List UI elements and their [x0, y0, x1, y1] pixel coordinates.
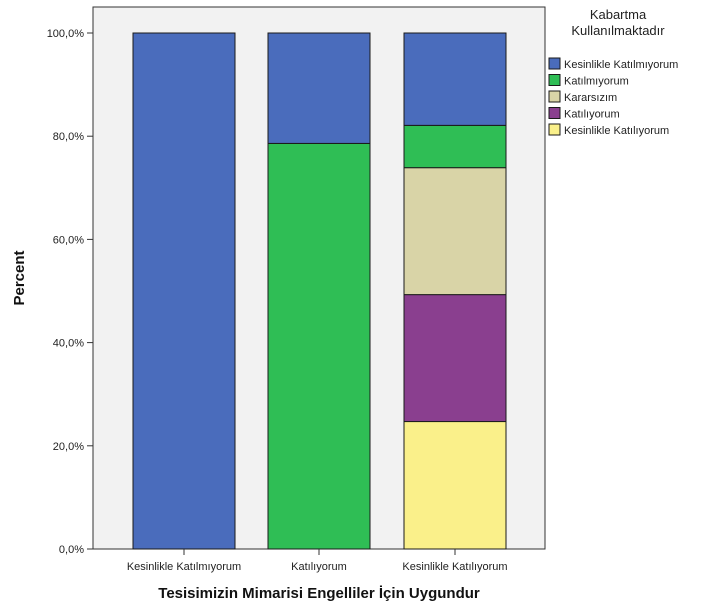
- legend-label: Kesinlikle Katılmıyorum: [564, 59, 678, 71]
- legend-label: Kararsızım: [564, 92, 617, 104]
- x-axis: Kesinlikle Katılmıyorum Katılıyorum Kesinl…: [127, 549, 508, 573]
- y-axis: 0,0% 20,0% 40,0% 60,0% 80,0% 100,0%: [47, 28, 93, 556]
- legend: Kabartma Kullanılmaktadır Kesinlikle Kat…: [548, 7, 678, 137]
- legend-swatch: [548, 57, 561, 70]
- bar-segment: [403, 167, 507, 296]
- bar-segment: [403, 32, 507, 126]
- bar-segment: [267, 142, 371, 550]
- x-tick-label: Kesinlikle Katılıyorum: [402, 561, 507, 573]
- y-tick-label: 60,0%: [53, 234, 84, 246]
- bars-group: [132, 32, 507, 550]
- x-tick-label: Katılıyorum: [291, 561, 347, 573]
- legend-swatch: [548, 90, 561, 103]
- x-tick-label: Kesinlikle Katılmıyorum: [127, 561, 241, 573]
- y-tick-label: 80,0%: [53, 131, 84, 143]
- legend-label: Katılıyorum: [564, 109, 620, 121]
- legend-label: Kesinlikle Katılıyorum: [564, 125, 669, 137]
- y-tick-label: 20,0%: [53, 441, 84, 453]
- y-axis-title: Percent: [11, 250, 28, 305]
- bar-segment: [403, 124, 507, 169]
- legend-swatch: [548, 123, 561, 136]
- bar-segment: [403, 294, 507, 423]
- bar-segment: [132, 32, 236, 550]
- legend-swatch: [548, 74, 561, 86]
- legend-items: Kesinlikle Katılmıyorum Katılmıyorum Karar…: [548, 57, 678, 137]
- y-tick-label: 40,0%: [53, 338, 84, 350]
- y-tick-label: 0,0%: [59, 544, 84, 556]
- legend-swatch: [548, 107, 561, 119]
- legend-title-line-2: Kullanılmaktadır: [571, 23, 665, 38]
- bar-segment: [267, 32, 371, 144]
- y-tick-label: 100,0%: [47, 28, 85, 40]
- bar-segment: [403, 421, 507, 550]
- x-axis-title: Tesisimizin Mimarisi Engelliler İçin Uyg…: [158, 585, 480, 602]
- legend-label: Katılmıyorum: [564, 76, 629, 88]
- legend-title-line-1: Kabartma: [590, 7, 647, 22]
